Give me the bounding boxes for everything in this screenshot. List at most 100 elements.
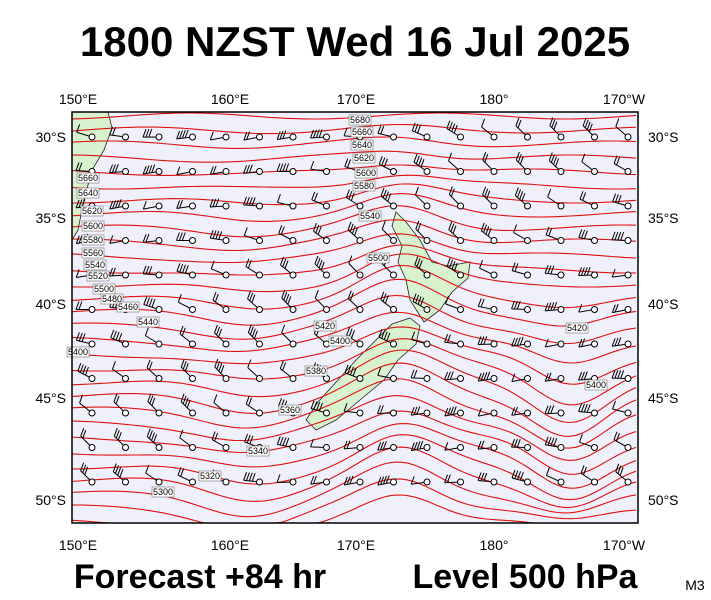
station [323,168,330,175]
barb [447,407,452,416]
barb [349,366,354,376]
barb [477,373,482,382]
station [122,375,129,382]
barb [348,255,353,264]
station [457,444,464,451]
barb [184,397,189,406]
contour [71,193,637,222]
latitude-label: 35°S [648,210,679,226]
barb [417,296,422,305]
contour-label: 5460 [118,302,138,312]
station [323,340,330,348]
barb [444,442,449,451]
contour-label-box [81,234,105,246]
barb [142,234,147,243]
barb [318,259,323,269]
station [155,306,163,313]
barb [109,164,114,173]
barb [343,127,348,137]
station [189,375,196,382]
barb [415,294,420,304]
barb [617,337,622,346]
barb [418,157,423,166]
station [624,168,632,175]
barb [78,234,83,244]
barb [417,124,422,134]
contour-label-box [358,210,382,222]
barb [449,371,454,380]
latitude-label: 45°S [35,390,66,406]
barb [382,293,387,302]
barb [276,436,281,445]
station [390,409,397,417]
barb [578,304,583,313]
station [323,133,330,141]
barb [313,192,318,202]
barb [377,125,382,134]
station [155,237,163,244]
barb [77,363,82,372]
barb [378,329,383,338]
barb [281,324,286,333]
barb [383,158,388,167]
barb [112,463,117,472]
station [390,237,397,244]
barb [81,333,86,342]
barb [485,226,490,235]
station [490,478,498,486]
barb [613,431,618,441]
barb [119,469,124,478]
station [323,237,330,244]
barb [477,440,482,450]
barb [614,231,619,241]
barb [615,118,620,127]
contour [71,294,637,345]
station [222,237,230,244]
barb [182,264,186,273]
station [423,168,431,175]
station [490,271,498,279]
barb [420,159,425,168]
barb [176,130,181,140]
barb [453,262,458,272]
barb [80,462,85,471]
barb [279,360,284,369]
station [323,375,330,382]
latitude-label: 45°S [648,390,679,406]
barb [281,289,286,299]
barb [511,407,516,416]
contour-label-box [352,152,376,164]
contour-label-box [151,486,175,498]
barb [82,464,87,473]
barb [348,328,353,337]
barb [584,119,589,128]
station [423,340,431,348]
barb [519,336,524,346]
barb [511,337,516,347]
station [189,340,196,348]
contour-label-box [76,172,100,184]
contour-label-box [350,139,374,151]
barb [620,370,625,379]
barb [515,117,520,127]
contour [71,164,637,176]
barb [483,372,488,381]
contour-label-box [66,346,90,358]
station [256,375,263,382]
barb [145,128,150,138]
barb [411,331,416,340]
station [624,133,632,141]
barb [142,200,147,210]
barb [213,394,218,403]
contour-label: 5580 [83,235,103,245]
contour [71,410,637,475]
barb [480,298,485,308]
station [457,271,464,279]
map-background [72,112,638,523]
contour-label: 5540 [360,211,380,221]
barb [114,199,119,209]
contour [71,233,637,264]
barb [553,301,558,311]
barb [381,220,386,230]
barb [413,369,418,379]
